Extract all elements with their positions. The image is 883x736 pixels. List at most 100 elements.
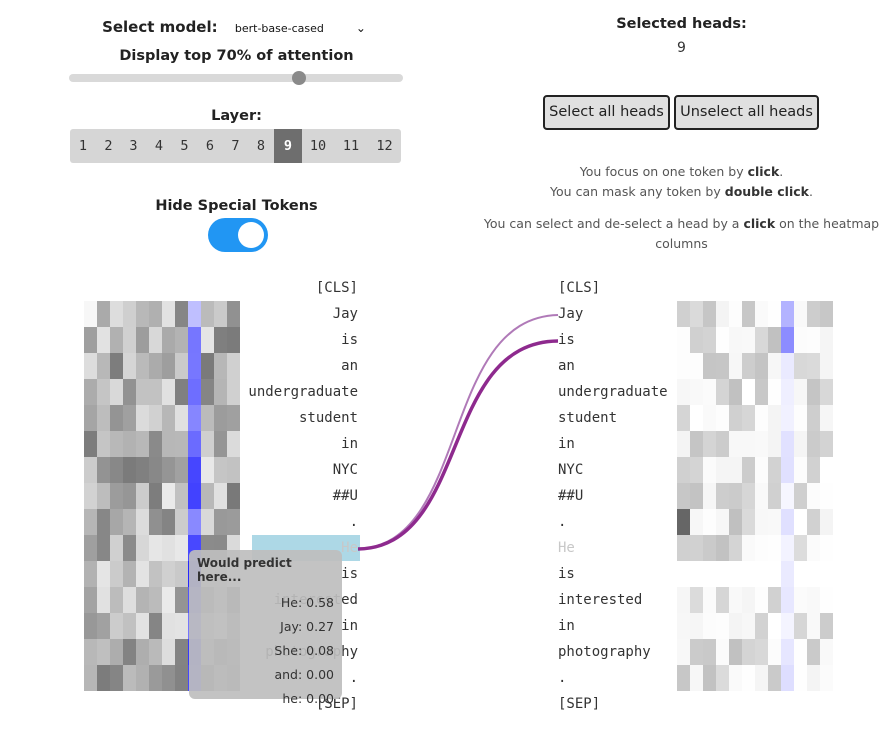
heatmap-cell[interactable]	[149, 405, 162, 431]
heatmap-cell[interactable]	[820, 327, 833, 353]
heatmap-cell[interactable]	[729, 639, 742, 665]
heatmap-cell[interactable]	[794, 613, 807, 639]
heatmap-cell[interactable]	[136, 405, 149, 431]
layer-button-12[interactable]: 12	[376, 138, 393, 154]
heatmap-cell[interactable]	[149, 535, 162, 561]
heatmap-cell[interactable]	[690, 405, 703, 431]
heatmap-cell[interactable]	[807, 587, 820, 613]
heatmap-cell[interactable]	[110, 613, 123, 639]
heatmap-cell[interactable]	[84, 431, 97, 457]
heatmap-cell[interactable]	[716, 379, 729, 405]
heatmap-cell[interactable]	[768, 457, 781, 483]
layer-button-9[interactable]: 9	[274, 129, 302, 163]
heatmap-cell[interactable]	[781, 639, 794, 665]
layer-button-5[interactable]: 5	[180, 138, 189, 154]
layer-button-8[interactable]: 8	[256, 138, 266, 154]
heatmap-cell[interactable]	[677, 561, 690, 587]
heatmap-cell[interactable]	[123, 353, 136, 379]
heatmap-cell[interactable]	[110, 587, 123, 613]
heatmap-cell[interactable]	[781, 561, 794, 587]
heatmap-cell[interactable]	[742, 561, 755, 587]
heatmap-cell[interactable]	[149, 561, 162, 587]
heatmap-cell[interactable]	[84, 379, 97, 405]
heatmap-cell[interactable]	[820, 561, 833, 587]
right-token[interactable]: undergraduate	[558, 384, 668, 400]
heatmap-cell[interactable]	[755, 301, 768, 327]
heatmap-cell[interactable]	[729, 587, 742, 613]
heatmap-cell[interactable]	[820, 509, 833, 535]
heatmap-cell[interactable]	[227, 483, 240, 509]
heatmap-cell[interactable]	[716, 483, 729, 509]
heatmap-cell[interactable]	[677, 613, 690, 639]
heatmap-cell[interactable]	[794, 561, 807, 587]
heatmap-cell[interactable]	[716, 587, 729, 613]
heatmap-cell[interactable]	[794, 587, 807, 613]
heatmap-cell[interactable]	[768, 665, 781, 691]
heatmap-cell[interactable]	[136, 431, 149, 457]
heatmap-cell[interactable]	[807, 483, 820, 509]
heatmap-cell[interactable]	[716, 613, 729, 639]
heatmap-cell[interactable]	[110, 379, 123, 405]
threshold-slider-thumb[interactable]	[292, 71, 306, 85]
heatmap-cell[interactable]	[755, 561, 768, 587]
heatmap-cell[interactable]	[755, 483, 768, 509]
heatmap-cell[interactable]	[781, 535, 794, 561]
heatmap-cell[interactable]	[729, 405, 742, 431]
heatmap-cell[interactable]	[729, 379, 742, 405]
heatmap-cell[interactable]	[716, 535, 729, 561]
heatmap-cell[interactable]	[84, 535, 97, 561]
heatmap-cell[interactable]	[677, 665, 690, 691]
heatmap-cell[interactable]	[820, 431, 833, 457]
heatmap-cell[interactable]	[123, 301, 136, 327]
left-token[interactable]: [CLS]	[315, 280, 358, 296]
heatmap-cell[interactable]	[703, 639, 716, 665]
heatmap-cell[interactable]	[690, 613, 703, 639]
right-token[interactable]: He	[558, 540, 575, 556]
heatmap-cell[interactable]	[742, 431, 755, 457]
heatmap-cell[interactable]	[201, 379, 214, 405]
heatmap-cell[interactable]	[123, 509, 136, 535]
heatmap-cell[interactable]	[175, 483, 188, 509]
heatmap-cell[interactable]	[794, 509, 807, 535]
heatmap-cell[interactable]	[149, 639, 162, 665]
heatmap-cell[interactable]	[742, 587, 755, 613]
heatmap-cell[interactable]	[781, 431, 794, 457]
heatmap-cell[interactable]	[729, 613, 742, 639]
heatmap-cell[interactable]	[175, 639, 188, 665]
heatmap-cell[interactable]	[136, 327, 149, 353]
heatmap-cell[interactable]	[768, 301, 781, 327]
heatmap-cell[interactable]	[162, 613, 175, 639]
heatmap-cell[interactable]	[742, 509, 755, 535]
heatmap-cell[interactable]	[807, 535, 820, 561]
heatmap-cell[interactable]	[742, 535, 755, 561]
heatmap-cell[interactable]	[677, 509, 690, 535]
heatmap-cell[interactable]	[742, 405, 755, 431]
heatmap-cell[interactable]	[149, 483, 162, 509]
heatmap-cell[interactable]	[794, 301, 807, 327]
heatmap-cell[interactable]	[690, 639, 703, 665]
heatmap-cell[interactable]	[807, 639, 820, 665]
heatmap-cell[interactable]	[97, 509, 110, 535]
left-token[interactable]: undergraduate	[248, 384, 358, 400]
unselect-all-heads-button[interactable]: Unselect all heads	[674, 95, 819, 130]
heatmap-cell[interactable]	[755, 353, 768, 379]
heatmap-cell[interactable]	[677, 379, 690, 405]
heatmap-cell[interactable]	[201, 457, 214, 483]
heatmap-cell[interactable]	[188, 431, 201, 457]
heatmap-cell[interactable]	[162, 561, 175, 587]
heatmap-cell[interactable]	[149, 587, 162, 613]
heatmap-cell[interactable]	[820, 613, 833, 639]
layer-button-10[interactable]: 10	[309, 138, 327, 154]
left-token[interactable]: [SEP]	[315, 696, 358, 712]
heatmap-cell[interactable]	[677, 483, 690, 509]
heatmap-cell[interactable]	[729, 509, 742, 535]
heatmap-cell[interactable]	[227, 405, 240, 431]
heatmap-cell[interactable]	[794, 457, 807, 483]
heatmap-cell[interactable]	[768, 639, 781, 665]
left-token[interactable]: .	[349, 514, 358, 530]
heatmap-cell[interactable]	[807, 613, 820, 639]
heatmap-cell[interactable]	[84, 613, 97, 639]
heatmap-cell[interactable]	[742, 353, 755, 379]
heatmap-cell[interactable]	[149, 353, 162, 379]
heatmap-cell[interactable]	[162, 483, 175, 509]
